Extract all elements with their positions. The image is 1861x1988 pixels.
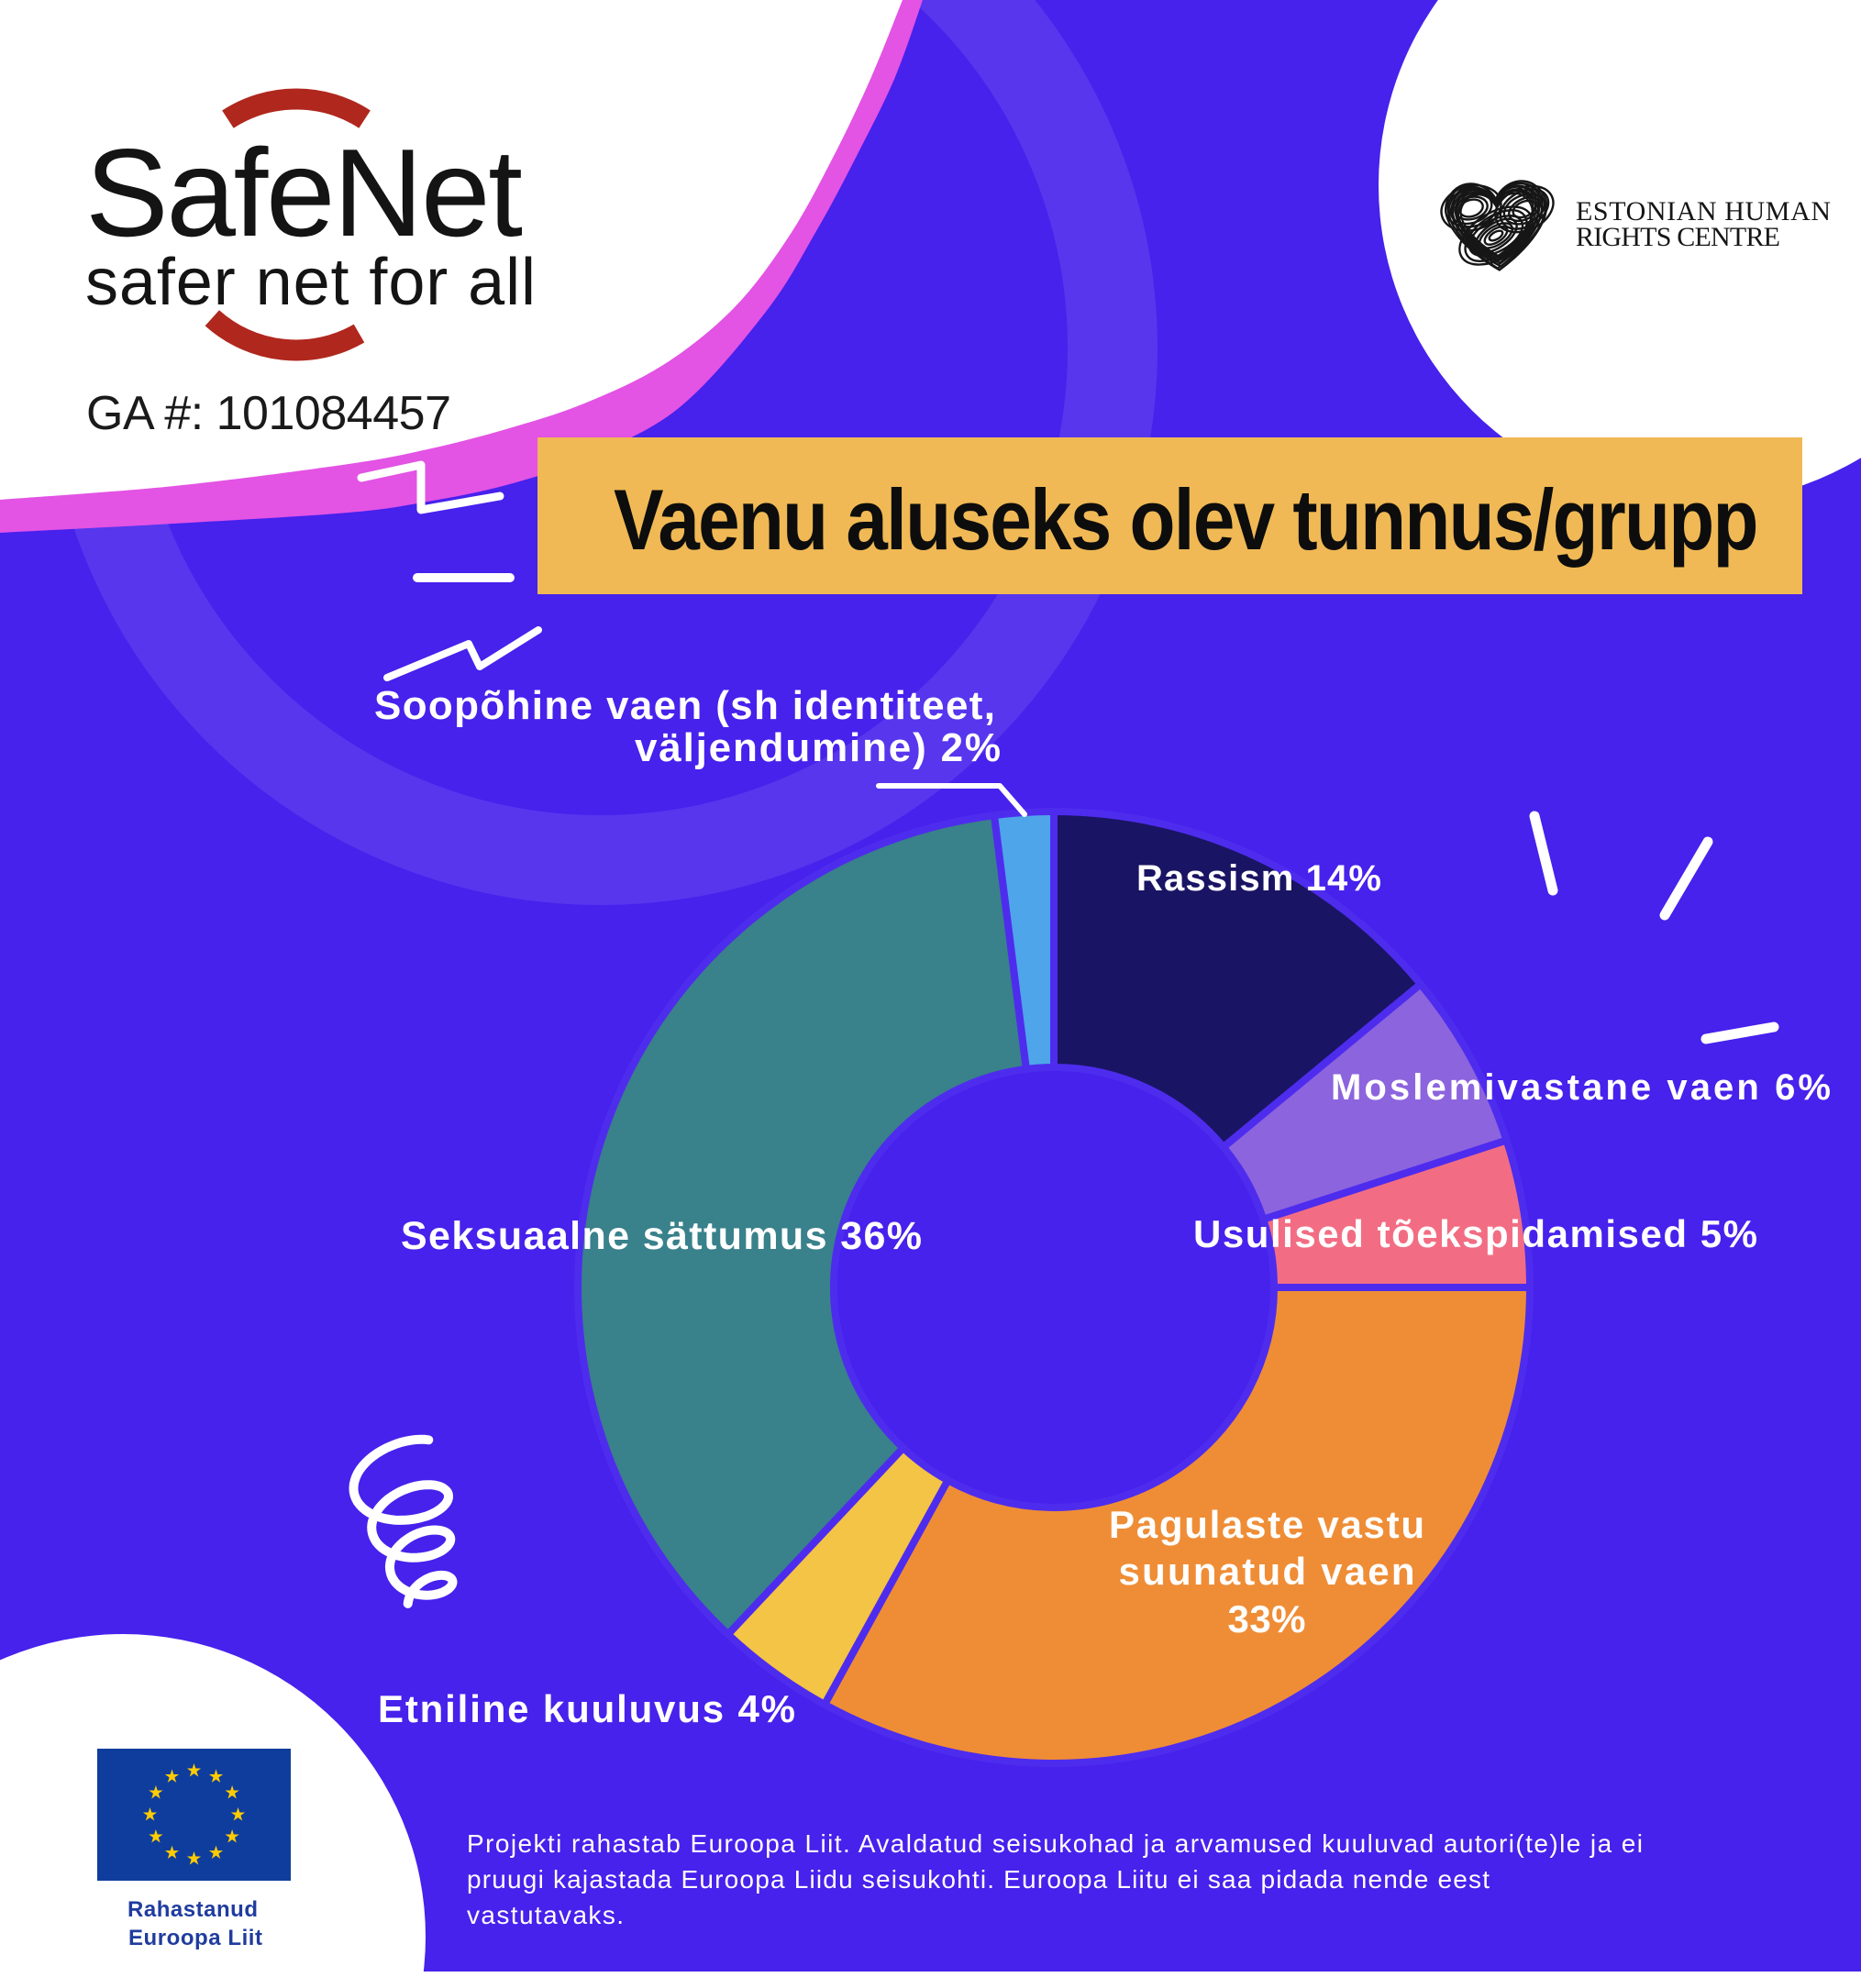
svg-text:pruugi kajastada Euroopa Liidu: pruugi kajastada Euroopa Liidu seisukoht… (467, 1865, 1490, 1894)
svg-text:Seksuaalne sättumus 36%: Seksuaalne sättumus 36% (401, 1214, 922, 1258)
svg-text:SafeNet: SafeNet (85, 123, 523, 262)
svg-text:Projekti rahastab Euroopa Liit: Projekti rahastab Euroopa Liit. Avaldatu… (467, 1829, 1643, 1858)
svg-text:Soopõhine vaen (sh identiteet,: Soopõhine vaen (sh identiteet, (374, 683, 995, 728)
svg-text:Euroopa Liit: Euroopa Liit (128, 1926, 262, 1950)
svg-text:GA #: 101084457: GA #: 101084457 (86, 387, 451, 440)
svg-text:Usulised tõekspidamised 5%: Usulised tõekspidamised 5% (1193, 1212, 1757, 1255)
svg-text:vastutavaks.: vastutavaks. (467, 1901, 624, 1929)
svg-text:Etniline kuuluvus 4%: Etniline kuuluvus 4% (378, 1687, 795, 1730)
svg-text:Rahastanud: Rahastanud (127, 1897, 258, 1922)
svg-text:33%: 33% (1228, 1597, 1306, 1640)
svg-text:safer net for all: safer net for all (85, 246, 536, 319)
svg-text:Vaenu aluseks olev tunnus/grup: Vaenu aluseks olev tunnus/grupp (614, 471, 1758, 569)
svg-text:ESTONIAN HUMAN: ESTONIAN HUMAN (1576, 196, 1831, 226)
svg-text:suunatud vaen: suunatud vaen (1119, 1550, 1415, 1593)
svg-text:RIGHTS CENTRE: RIGHTS CENTRE (1576, 222, 1780, 252)
svg-text:väljendumine) 2%: väljendumine) 2% (635, 725, 1001, 770)
svg-text:Rassism 14%: Rassism 14% (1136, 858, 1381, 899)
